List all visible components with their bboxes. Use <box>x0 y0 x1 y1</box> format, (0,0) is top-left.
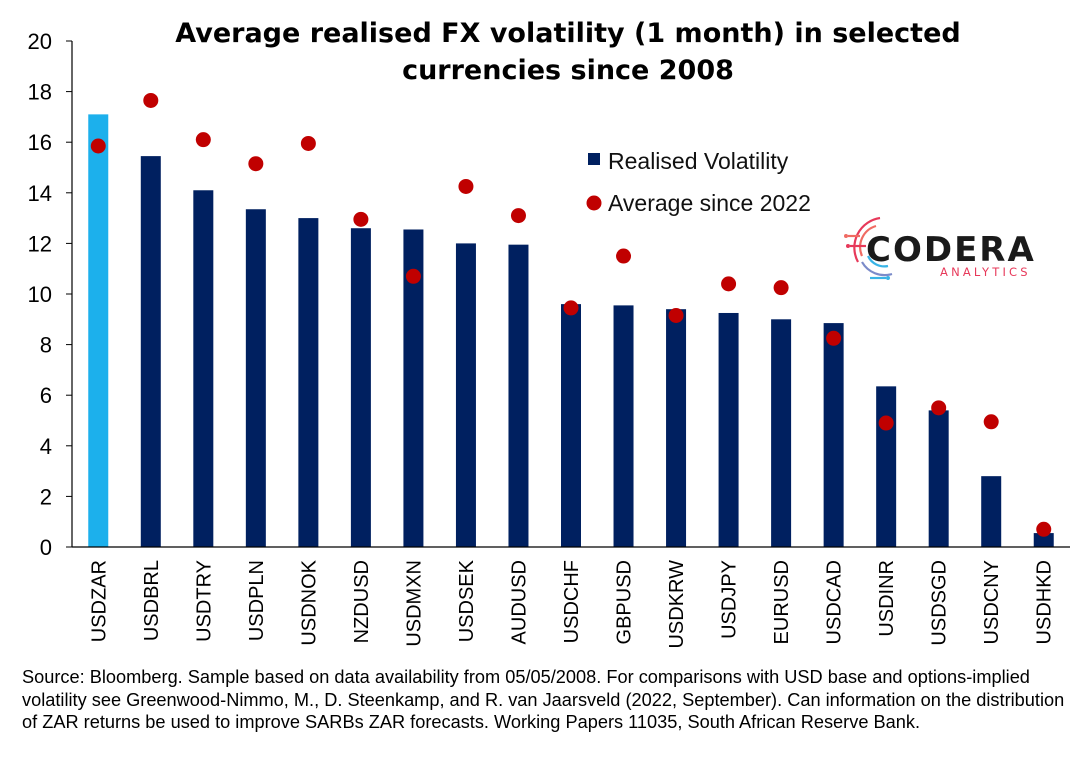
x-tick-label: USDINR <box>876 560 898 637</box>
legend-swatch-realised <box>588 153 600 165</box>
bar-usdpln <box>245 209 266 547</box>
legend-label-realised: Realised Volatility <box>608 148 789 174</box>
dot-usdtry <box>195 132 211 148</box>
dot-usdjpy <box>721 276 737 292</box>
dot-usdmxn <box>405 268 421 284</box>
dot-usdpln <box>248 156 264 172</box>
x-tick-label: NZDUSD <box>351 560 373 643</box>
dot-usdchf <box>563 300 579 316</box>
y-tick-label: 10 <box>28 282 52 307</box>
bar-usdsgd <box>928 410 949 547</box>
dot-usdzar <box>90 138 106 154</box>
y-tick-label: 20 <box>28 29 52 54</box>
bar-usdhkd <box>1033 533 1054 547</box>
x-tick-label: USDBRL <box>141 560 163 641</box>
x-tick-label: USDJPY <box>719 560 741 639</box>
dot-nzdusd <box>353 211 369 227</box>
x-tick-label: USDSGD <box>929 560 951 646</box>
bar-usdcad <box>823 323 844 547</box>
bar-usdmxn <box>403 229 424 548</box>
logo-name: CODERA <box>866 230 1036 270</box>
bar-usdbrl <box>140 156 161 548</box>
dot-usdbrl <box>143 92 159 108</box>
dot-usdsek <box>458 178 474 194</box>
dot-series <box>90 92 1052 537</box>
x-tick-label: USDCAD <box>824 560 846 644</box>
x-tick-label: USDZAR <box>88 560 110 642</box>
codera-circuit-icon <box>844 216 893 280</box>
x-tick-label: USDNOK <box>298 559 320 645</box>
dot-usdinr <box>878 415 894 431</box>
chart-title-line-2: currencies since 2008 <box>402 55 734 86</box>
x-tick-label: GBPUSD <box>614 560 636 644</box>
bar-series <box>88 114 1054 548</box>
bar-usdtry <box>193 190 214 547</box>
dot-usdnok <box>300 135 316 151</box>
y-tick-label: 2 <box>40 484 52 509</box>
bar-usdinr <box>876 386 897 547</box>
x-tick-label: USDSEK <box>456 559 478 642</box>
x-tick-label: USDPLN <box>246 560 268 641</box>
y-tick-label: 14 <box>28 181 52 206</box>
dot-usdcad <box>826 330 842 346</box>
bar-usdkrw <box>666 309 687 547</box>
dot-audusd <box>510 208 526 224</box>
dot-usdcny <box>983 414 999 430</box>
x-tick-label: USDHKD <box>1034 560 1056 644</box>
x-tick-label: USDMXN <box>403 560 425 647</box>
bar-usdzar <box>88 114 109 548</box>
legend-swatch-average <box>586 195 602 211</box>
logo-sub: ANALYTICS <box>940 265 1031 279</box>
bar-usdchf <box>561 304 581 547</box>
bar-gbpusd <box>613 305 634 547</box>
x-tick-label: USDCHF <box>561 560 583 643</box>
dot-usdhkd <box>1036 521 1052 537</box>
bar-audusd <box>508 244 529 548</box>
y-tick-label: 0 <box>40 535 52 560</box>
dot-usdkrw <box>668 308 684 324</box>
x-tick-label: USDCNY <box>981 560 1003 644</box>
chart-title-line-1: Average realised FX volatility (1 month)… <box>175 18 960 49</box>
axes: 0 2 4 6 8 10 12 14 16 18 20 USDZAR USDBRL USDTRY USDPL… <box>28 29 1070 649</box>
y-tick-label: 6 <box>40 383 52 408</box>
y-tick-label: 16 <box>28 130 52 155</box>
dot-gbpusd <box>616 248 632 264</box>
x-tick-label: AUDUSD <box>508 560 530 644</box>
x-tick-label: USDTRY <box>193 560 215 642</box>
codera-logo: CODERA ANALYTICS <box>844 216 1036 280</box>
bar-usdcny <box>981 476 1002 547</box>
bar-eurusd <box>771 319 792 547</box>
dot-eurusd <box>773 280 789 296</box>
bar-usdsek <box>455 243 476 547</box>
x-tick-label: USDKRW <box>666 560 688 649</box>
source-note: Source: Bloomberg. Sample based on data … <box>22 667 1065 732</box>
bar-usdjpy <box>718 312 739 547</box>
chart-title: Average realised FX volatility (1 month)… <box>175 18 960 86</box>
y-tick-label: 8 <box>40 333 52 358</box>
dot-usdsgd <box>931 400 947 416</box>
x-tick-label: EURUSD <box>771 560 793 644</box>
bar-usdnok <box>298 218 319 547</box>
chart: Average realised FX volatility (1 month)… <box>28 18 1070 649</box>
y-tick-label: 4 <box>40 434 52 459</box>
legend-label-average: Average since 2022 <box>608 190 811 216</box>
y-tick-label: 18 <box>28 80 52 105</box>
y-tick-label: 12 <box>28 231 52 256</box>
legend: Realised Volatility Average since 2022 <box>586 148 811 216</box>
bar-nzdusd <box>350 228 371 547</box>
